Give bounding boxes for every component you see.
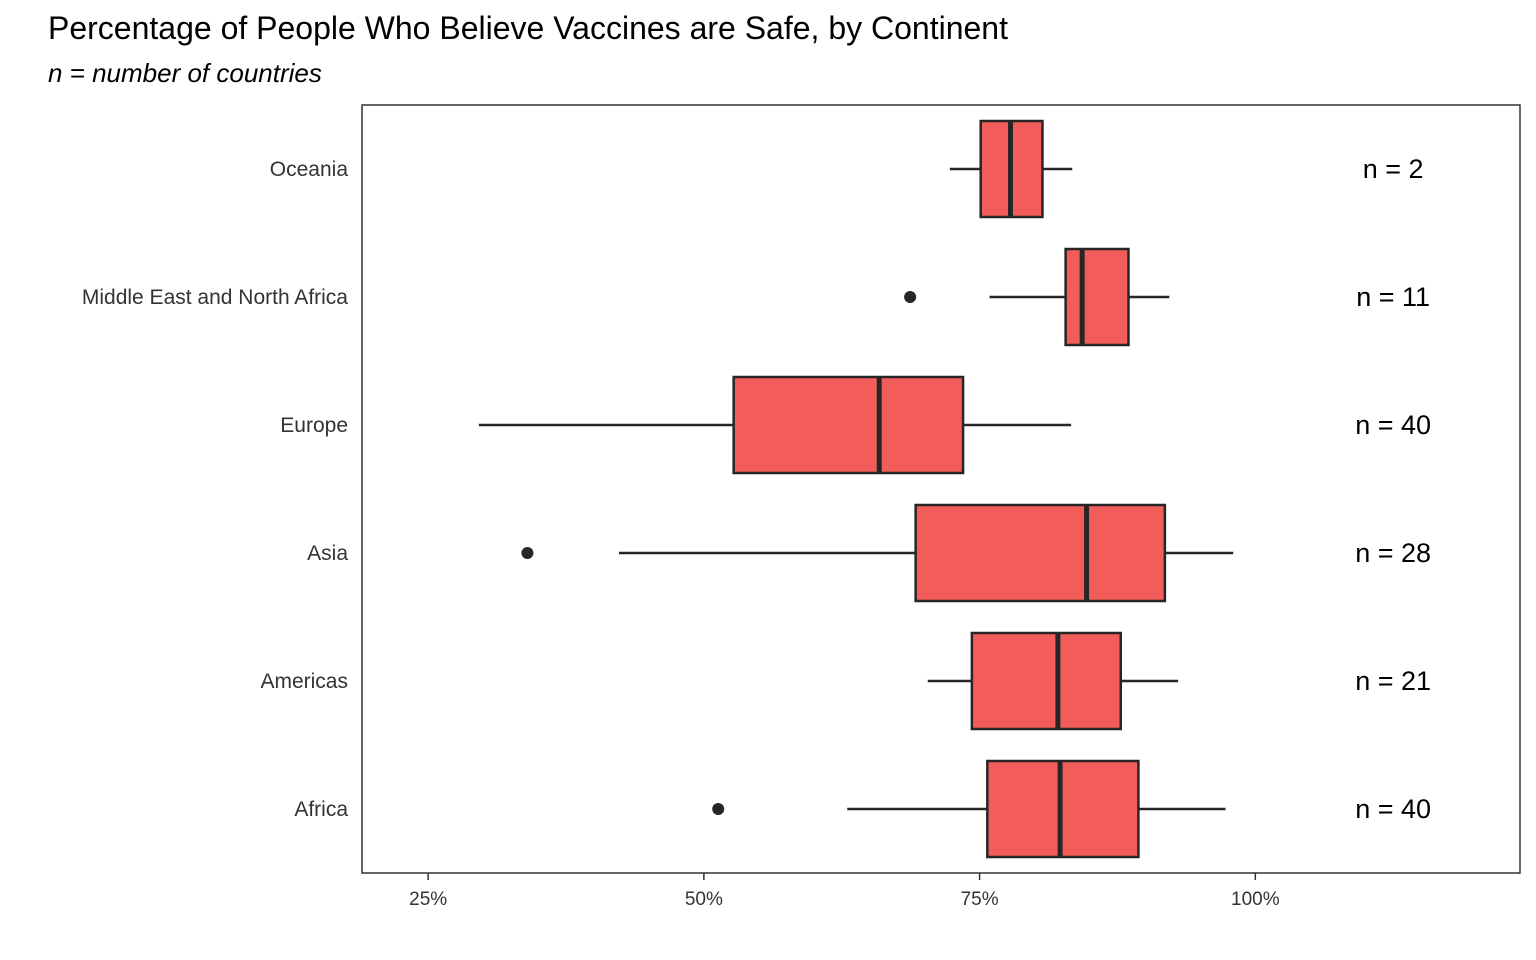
box-group	[521, 503, 1234, 603]
chart-title: Percentage of People Who Believe Vaccine…	[48, 10, 1008, 46]
box-group	[712, 759, 1226, 859]
x-tick-label: 25%	[409, 889, 447, 910]
n-count-label: n = 11	[1356, 282, 1430, 312]
category-label: Oceania	[270, 158, 349, 181]
boxes-layer	[478, 119, 1234, 859]
box-group	[904, 247, 1170, 347]
outlier-point	[521, 547, 534, 559]
chart-subtitle: n = number of countries	[48, 58, 322, 88]
category-labels: Oceania Middle East and North Africa Europ…	[82, 158, 348, 821]
n-count-label: n = 28	[1355, 538, 1431, 568]
category-label: Middle East and North Africa	[82, 286, 348, 309]
box-group	[927, 631, 1179, 731]
n-count-label: n = 21	[1355, 666, 1431, 696]
category-label: Europe	[280, 414, 348, 437]
n-count-label: n = 40	[1355, 794, 1431, 824]
outlier-point	[712, 803, 725, 815]
box-group	[478, 375, 1072, 475]
iqr-box	[1064, 247, 1130, 347]
iqr-box	[732, 375, 965, 475]
box-group	[949, 119, 1073, 219]
category-label: Americas	[260, 670, 348, 693]
n-labels: n = 2 n = 11 n = 40 n = 28 n = 21 n = 40	[1355, 154, 1431, 824]
x-tick-label: 75%	[961, 889, 999, 910]
n-count-label: n = 40	[1355, 410, 1431, 440]
iqr-box	[986, 759, 1140, 859]
x-tick-label: 50%	[685, 889, 723, 910]
category-label: Asia	[307, 542, 348, 565]
category-label: Africa	[294, 798, 348, 821]
outlier-point	[904, 291, 917, 303]
x-tick-label: 100%	[1231, 889, 1280, 910]
n-count-label: n = 2	[1363, 154, 1424, 184]
iqr-box	[970, 631, 1123, 731]
plot-panel	[361, 104, 1521, 874]
x-axis: 25% 50% 75% 100%	[409, 873, 1280, 910]
iqr-box	[914, 503, 1167, 603]
